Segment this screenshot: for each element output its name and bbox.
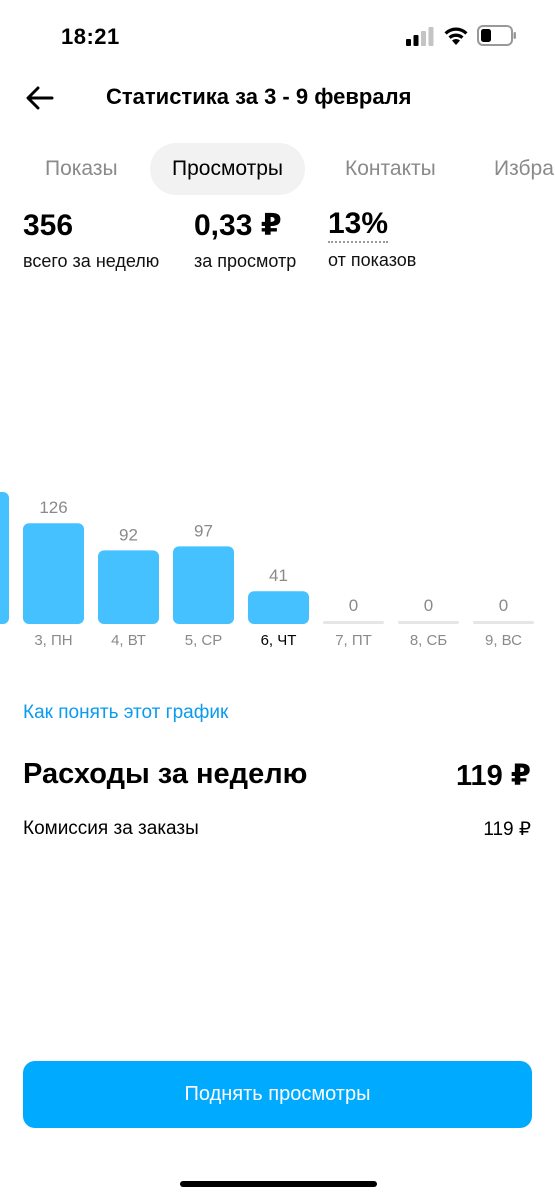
tabs-bar: Показы Просмотры Контакты Избра — [0, 143, 555, 195]
chart-bar-empty[interactable] — [473, 621, 534, 624]
arrow-left-icon — [26, 86, 54, 110]
chart-bar[interactable] — [98, 550, 159, 624]
commission-value: 119 ₽ — [483, 819, 531, 840]
chart-value-label: 92 — [119, 525, 138, 544]
status-time: 18:21 — [61, 24, 120, 49]
chart-value-label: 41 — [269, 566, 288, 585]
wifi-icon — [444, 27, 468, 45]
chart-value-label: 0 — [424, 596, 433, 615]
chart-category-label: 5, СР — [185, 632, 223, 649]
chart-svg: 126 3, ПН 92 4, ВТ 97 5, СР 41 6, ЧТ 0 7, ПТ 0 8, С… — [0, 492, 534, 649]
chart-bar[interactable] — [23, 523, 84, 624]
chart-value-label: 97 — [194, 521, 213, 540]
stat-label: всего за неделю — [23, 251, 160, 271]
back-button[interactable] — [20, 80, 60, 116]
chart-category-label: 4, ВТ — [111, 632, 146, 649]
chart-category-label: 7, ПТ — [335, 632, 372, 649]
battery-icon — [477, 25, 516, 46]
stat-cost-per-view: 0,33 ₽ за просмотр — [194, 208, 296, 273]
expenses-total: 119 ₽ — [455, 760, 531, 792]
chart-bar-empty[interactable] — [398, 621, 459, 624]
stat-value: 13% — [328, 208, 389, 243]
chart-bar-offscreen — [0, 492, 9, 624]
chart-category-label: 6, ЧТ — [261, 632, 297, 649]
chart-bar-empty[interactable] — [323, 621, 384, 624]
tab-shows[interactable]: Показы — [45, 157, 118, 180]
chart-value-label: 0 — [499, 596, 508, 615]
tab-contacts[interactable]: Контакты — [345, 157, 436, 180]
chart-value-label: 126 — [39, 498, 67, 517]
stat-conversion[interactable]: 13% от показов — [328, 208, 416, 272]
tab-favorites[interactable]: Избра — [494, 157, 554, 180]
tab-views[interactable]: Просмотры — [150, 143, 305, 195]
chart-help-link[interactable]: Как понять этот график — [23, 702, 229, 723]
chart-category-label: 3, ПН — [34, 632, 72, 649]
chart-category-label: 8, СБ — [410, 632, 448, 649]
expenses-title: Расходы за неделю — [23, 758, 308, 790]
stat-label: от показов — [328, 250, 417, 270]
boost-views-button[interactable]: Поднять просмотры — [23, 1061, 532, 1128]
home-indicator — [180, 1181, 377, 1187]
page-title: Статистика за 3 - 9 февраля — [106, 84, 412, 109]
chart-bar[interactable] — [173, 546, 234, 624]
views-bar-chart[interactable]: 126 3, ПН 92 4, ВТ 97 5, СР 41 6, ЧТ 0 7, ПТ 0 8, С… — [0, 470, 555, 660]
stat-total-views: 356 всего за неделю — [23, 208, 159, 273]
stat-value: 0,33 ₽ — [194, 209, 282, 242]
chart-bar[interactable] — [248, 591, 309, 624]
chart-value-label: 0 — [349, 596, 358, 615]
chart-category-label: 9, ВС — [485, 632, 522, 649]
cellular-signal-icon — [406, 27, 434, 46]
commission-label: Комиссия за заказы — [23, 818, 199, 839]
stat-value: 356 — [23, 209, 74, 242]
status-bar: 18:21 — [0, 0, 555, 72]
stat-label: за просмотр — [194, 251, 297, 271]
